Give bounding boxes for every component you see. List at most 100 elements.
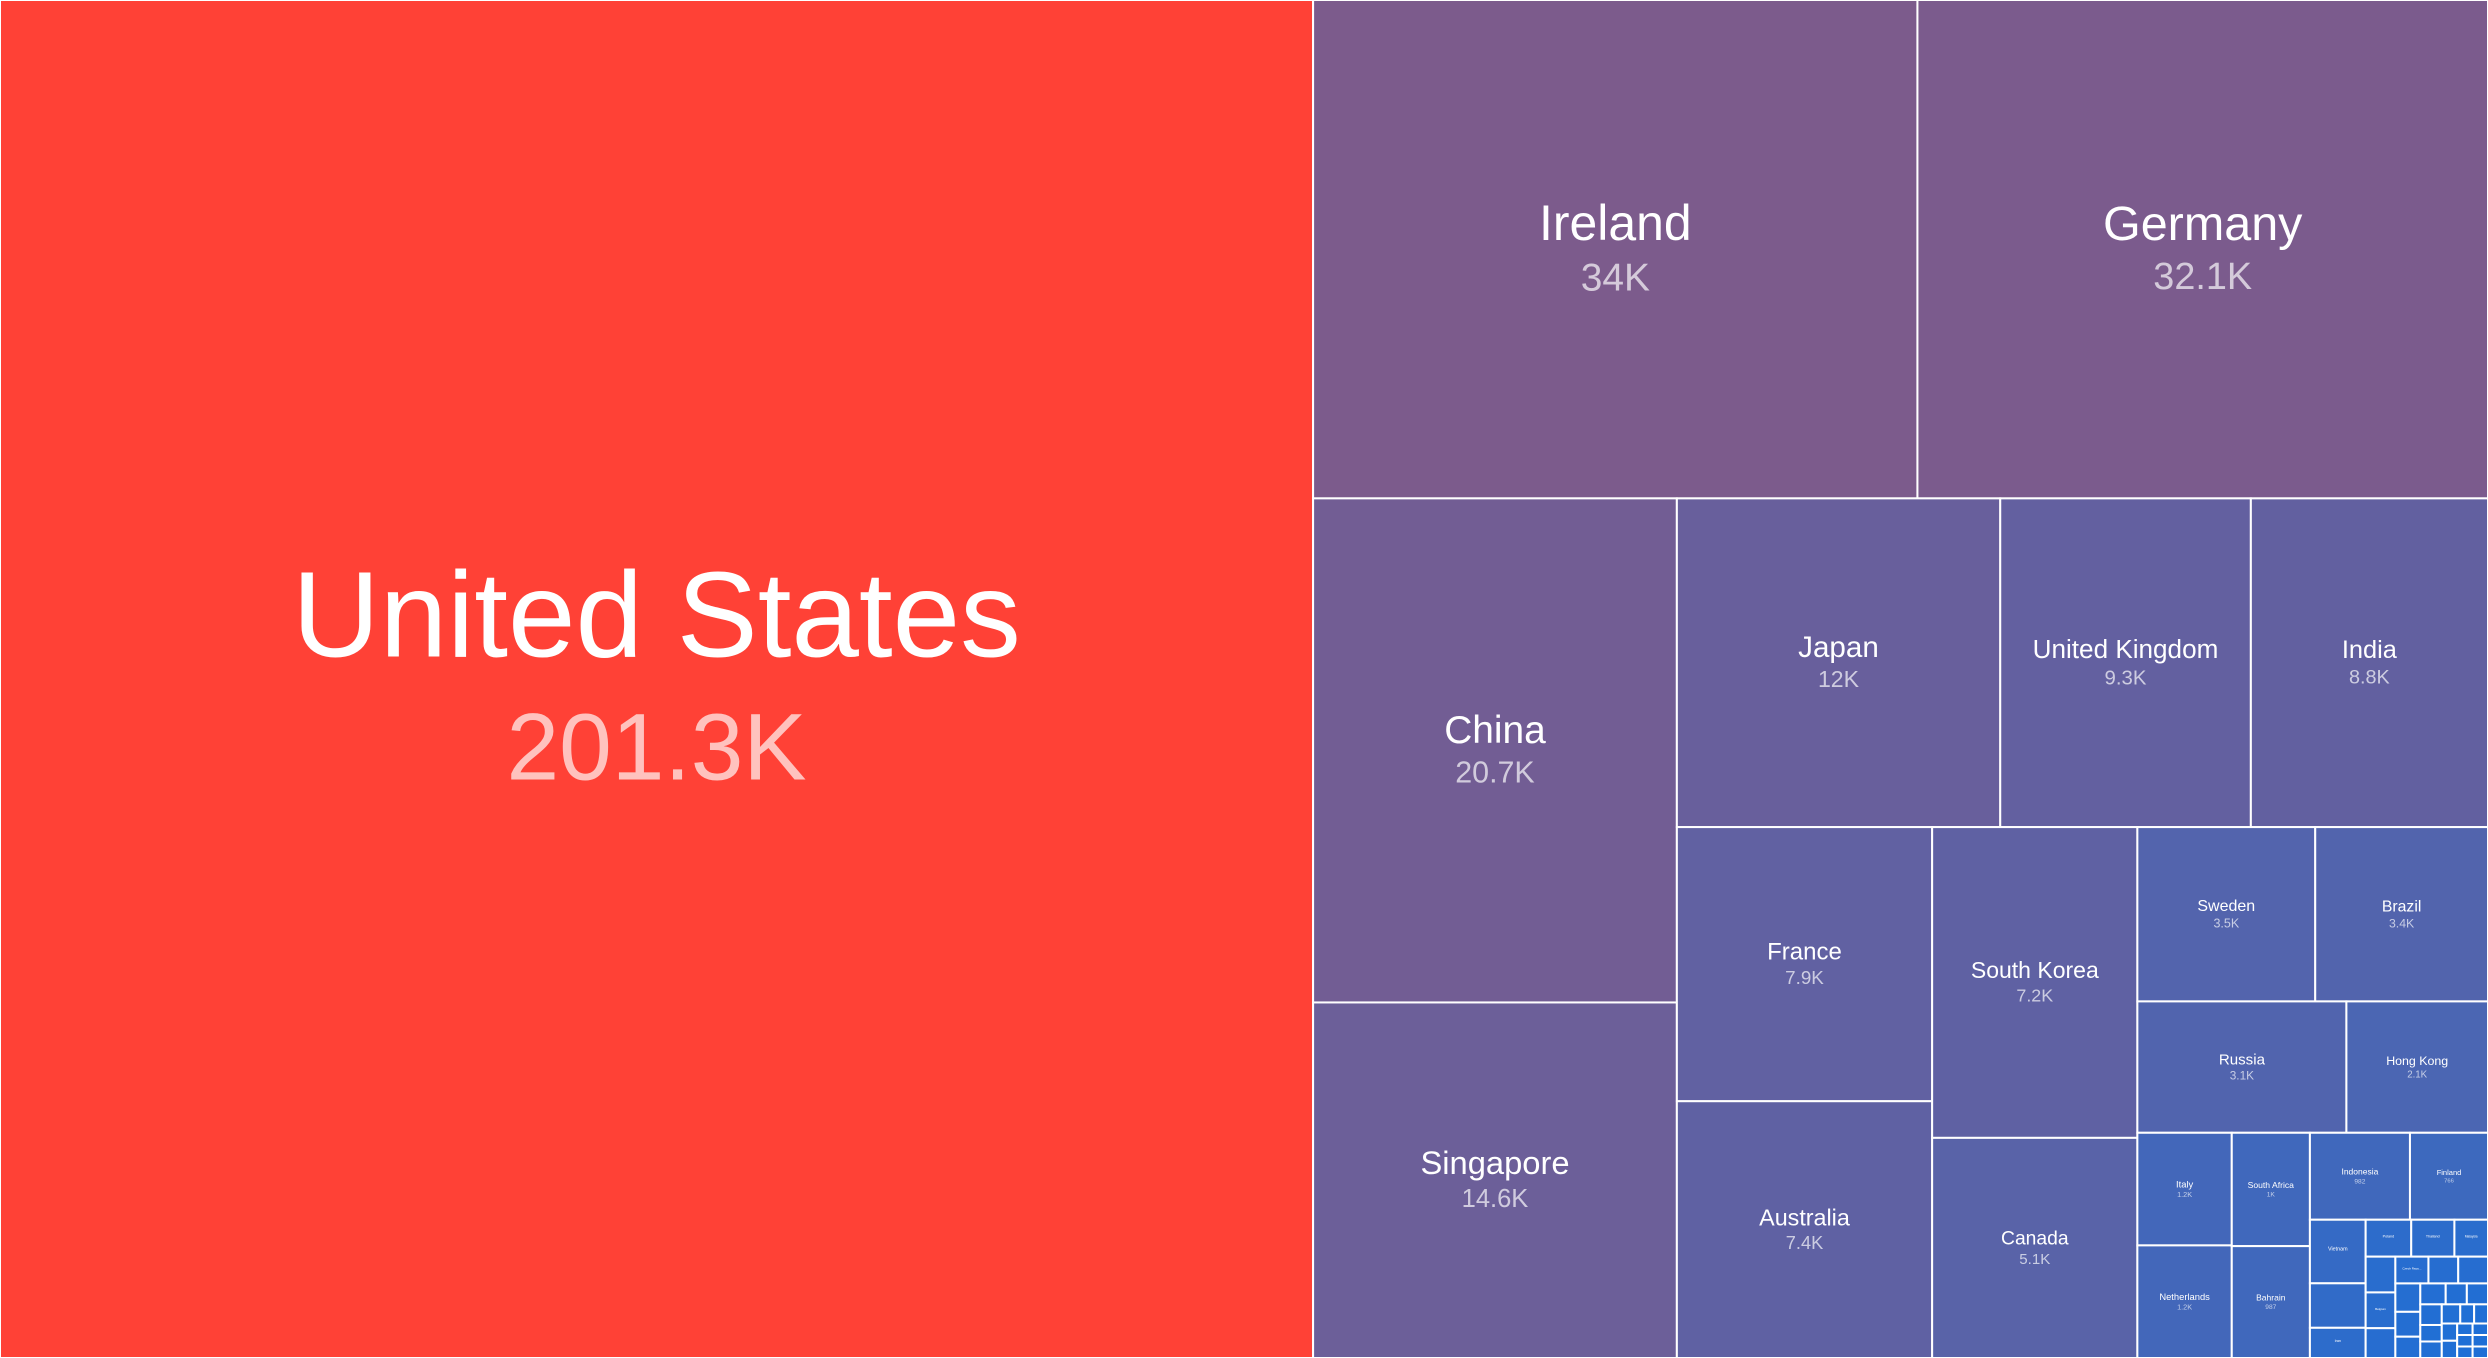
treemap-rect[interactable] [2345,1000,2488,1134]
tile-india[interactable]: India 8.8K [2249,497,2488,829]
tile-27[interactable] [2364,1255,2397,1294]
treemap-rect[interactable] [2471,1334,2488,1348]
treemap-rect[interactable] [2308,1282,2367,1329]
tile-czech-repu[interactable]: Czech Repu... [2394,1255,2430,1285]
tile-41[interactable] [2419,1323,2443,1343]
treemap-rect[interactable] [2249,497,2488,829]
tile-china[interactable]: China 20.7K [1312,497,1678,1004]
tile-53[interactable] [2471,1345,2488,1358]
treemap-rect[interactable] [1675,826,1934,1103]
tile-singapore[interactable]: Singapore 14.6K [1312,1001,1678,1358]
treemap-rect[interactable] [2440,1339,2459,1358]
treemap-rect[interactable] [2394,1310,2422,1338]
tile-iran[interactable]: Iran [2308,1326,2367,1358]
treemap-rect[interactable] [2444,1282,2468,1306]
tile-vietnam[interactable]: Vietnam [2308,1218,2367,1285]
tile-32[interactable] [2394,1282,2422,1313]
tile-44[interactable] [2459,1303,2476,1325]
treemap-rect[interactable] [2471,1345,2488,1358]
treemap-rect[interactable] [2465,1282,2488,1306]
tile-46[interactable] [2440,1322,2459,1342]
tile-50[interactable] [2456,1334,2474,1348]
treemap-rect[interactable] [2459,1303,2476,1325]
tile-united-states[interactable]: United States 201.3K [0,0,1315,1358]
treemap-rect[interactable] [2457,1255,2488,1285]
treemap-rect[interactable] [2364,1255,2397,1294]
treemap-rect[interactable] [2419,1282,2447,1306]
treemap-rect[interactable] [2471,1322,2488,1337]
treemap-rect[interactable] [0,0,1315,1358]
tile-35[interactable] [2394,1310,2422,1338]
treemap-rect[interactable] [2136,1000,2348,1134]
tile-42[interactable] [2419,1340,2443,1358]
tile-australia[interactable]: Australia 7.4K [1675,1100,1934,1358]
tile-47[interactable] [2440,1339,2459,1358]
tile-south-africa[interactable]: South Africa 1K [2230,1131,2311,1248]
tile-38[interactable] [2444,1282,2468,1306]
treemap-rect[interactable] [2456,1334,2474,1348]
treemap-rect[interactable] [1312,1001,1678,1358]
tile-belgium[interactable]: Belgium [2364,1291,2397,1330]
treemap-rect[interactable] [2314,826,2488,1003]
tile-united-kingdom[interactable]: United Kingdom 9.3K [1999,497,2252,829]
treemap-rect[interactable] [1916,0,2488,500]
tile-thailand[interactable]: Thailand [2410,1218,2456,1258]
tile-germany[interactable]: Germany 32.1K [1916,0,2488,500]
tile-ireland[interactable]: Ireland 34K [1312,0,1919,500]
tile-23[interactable] [2308,1282,2367,1329]
tile-malaysia[interactable]: Malaysia [2453,1218,2488,1258]
treemap-rect[interactable] [2440,1303,2462,1325]
tile-30[interactable] [2427,1255,2460,1285]
tile-36[interactable] [2394,1335,2422,1358]
treemap-rect[interactable] [2419,1303,2443,1326]
treemap-rect[interactable] [1312,497,1678,1004]
tile-48[interactable] [2456,1322,2474,1337]
treemap-rect[interactable] [2308,1218,2367,1285]
treemap-rect[interactable] [1675,1100,1934,1358]
tile-29[interactable] [2364,1327,2397,1358]
treemap-rect[interactable] [1999,497,2252,829]
treemap-rect[interactable] [2308,1131,2411,1221]
tile-label: Italy [2176,1178,2194,1189]
tile-31[interactable] [2457,1255,2488,1285]
tile-45[interactable] [2473,1303,2488,1325]
tile-value: 12K [1818,666,1860,692]
tile-52[interactable] [2471,1334,2488,1348]
tile-poland[interactable]: Poland [2364,1218,2413,1258]
treemap-rect[interactable] [2440,1322,2459,1342]
tile-51[interactable] [2456,1345,2474,1358]
treemap-rect[interactable] [2394,1335,2422,1358]
treemap-rect[interactable] [2394,1282,2422,1313]
treemap-rect[interactable] [2419,1340,2443,1358]
tile-canada[interactable]: Canada 5.1K [1931,1136,2139,1358]
tile-39[interactable] [2465,1282,2488,1306]
treemap-rect[interactable] [2230,1131,2311,1248]
tile-label: Brazil [2382,898,2422,915]
tile-37[interactable] [2419,1282,2447,1306]
treemap-rect[interactable] [1931,1136,2139,1358]
treemap-rect[interactable] [2427,1255,2460,1285]
treemap-rect[interactable] [2419,1323,2443,1343]
tile-43[interactable] [2440,1303,2462,1325]
treemap-rect[interactable] [2136,826,2317,1003]
treemap-rect[interactable] [2456,1345,2474,1358]
treemap-rect[interactable] [1312,0,1919,500]
tile-bahrain[interactable]: Bahrain 987 [2230,1245,2311,1358]
tile-label: China [1444,709,1546,752]
treemap-rect[interactable] [2456,1322,2474,1337]
treemap-rect[interactable] [2364,1327,2397,1358]
tile-49[interactable] [2471,1322,2488,1337]
treemap-rect[interactable] [2473,1303,2488,1325]
tile-40[interactable] [2419,1303,2443,1326]
